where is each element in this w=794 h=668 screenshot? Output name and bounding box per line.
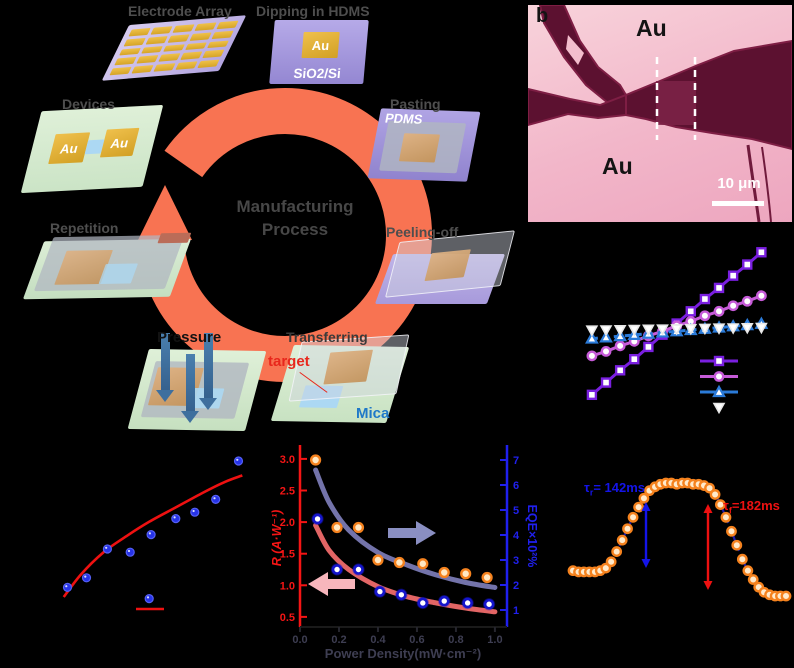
scale-bar xyxy=(712,201,764,206)
pdms-label: PDMS xyxy=(383,110,424,127)
label-pasting: Pasting xyxy=(390,96,441,112)
label-pressure: Pressure xyxy=(157,329,222,346)
svg-text:5: 5 xyxy=(513,505,519,517)
tau-fall-subscript: f xyxy=(728,505,732,516)
process-title-line1: Manufacturing xyxy=(236,197,354,216)
svg-text:1.0: 1.0 xyxy=(280,580,295,592)
au-chip: Au xyxy=(301,32,340,58)
power-density-chart: 3.0 2.5 2.0 1.5 1.0 0.5 7 6 5 4 3 2 1 0.0 0.2 0.4 0.6 0.8… xyxy=(270,445,539,661)
au-left-label: Au xyxy=(58,140,80,157)
svg-text:4: 4 xyxy=(513,530,520,542)
svg-text:6: 6 xyxy=(513,480,519,492)
press-arrow-icon xyxy=(156,333,174,402)
svg-text:3: 3 xyxy=(513,555,519,567)
svg-text:0.8: 0.8 xyxy=(448,634,463,646)
process-ring xyxy=(138,88,432,382)
label-target: target xyxy=(268,353,310,370)
svg-text:3.0: 3.0 xyxy=(280,454,295,466)
svg-text:R (A·W⁻¹): R (A·W⁻¹) xyxy=(270,510,284,567)
svg-text:0.0: 0.0 xyxy=(292,634,307,646)
ring-arrowhead-icon xyxy=(138,185,192,240)
au-electrode-left: Au xyxy=(48,132,91,165)
au-chip-label: Au xyxy=(311,37,330,53)
label-dipping: Dipping in HDMS xyxy=(256,3,370,19)
tau-rise-value: = 142ms xyxy=(593,480,646,495)
tau-rise-symbol: τ xyxy=(584,480,590,495)
pasting-plate: PDMS xyxy=(367,108,481,182)
electrode-grid xyxy=(109,20,239,76)
process-title-line2: Process xyxy=(261,219,329,239)
devices-plate: Au Au xyxy=(20,104,164,194)
svg-text:EQE×10²%: EQE×10²% xyxy=(525,505,539,568)
svg-text:0.4: 0.4 xyxy=(370,634,386,646)
svg-text:1.0: 1.0 xyxy=(487,634,502,646)
label-mica: Mica xyxy=(356,405,390,422)
sio2-label: SiO2/Si xyxy=(292,66,342,81)
tau-rise-subscript: r xyxy=(589,487,594,498)
repetition-plate xyxy=(22,232,192,300)
dipping-plate: Au SiO2/Si xyxy=(269,20,369,84)
au-top-label: Au xyxy=(636,15,667,41)
time-response-chart xyxy=(567,477,792,602)
suspended-flake-region xyxy=(656,81,696,125)
micrograph-shapes xyxy=(528,5,792,222)
svg-text:1.5: 1.5 xyxy=(280,549,295,561)
svg-text:2.5: 2.5 xyxy=(280,486,295,498)
press-arrow-icon xyxy=(199,333,217,410)
press-arrow-icon xyxy=(181,354,199,423)
svg-text:7: 7 xyxy=(513,455,519,467)
iv-curves-chart xyxy=(585,247,769,415)
svg-text:2: 2 xyxy=(513,580,519,592)
svg-text:2.0: 2.0 xyxy=(280,517,295,529)
svg-text:0.5: 0.5 xyxy=(280,612,295,624)
label-peeling: Peeling-off xyxy=(386,224,459,240)
panel-b-label: b xyxy=(536,5,549,27)
tau-fall-annotation: τf=182ms xyxy=(723,498,780,516)
label-repetition: Repetition xyxy=(50,220,119,236)
svg-text:Power Density(mW·cm⁻²): Power Density(mW·cm⁻²) xyxy=(325,646,481,661)
au-electrode-right: Au xyxy=(99,127,140,158)
au-right-label: Au xyxy=(108,134,131,151)
label-devices: Devices xyxy=(62,96,115,112)
label-electrode-array: Electrode Array xyxy=(128,3,232,19)
process-title: Manufacturing Process xyxy=(200,196,390,242)
svg-text:1: 1 xyxy=(513,605,519,617)
micrograph-panel: b Au Au 10 μm xyxy=(528,5,792,222)
scale-bar-label: 10 μm xyxy=(717,175,761,192)
au-bottom-label: Au xyxy=(602,153,633,179)
peeling-sheet xyxy=(384,230,516,298)
marker-strip xyxy=(157,232,192,244)
flake-pad xyxy=(424,249,471,282)
flake-pad xyxy=(323,349,374,385)
tau-fall-symbol: τ xyxy=(723,498,729,513)
label-transferring: Transferring xyxy=(286,329,368,345)
tau-fall-value: =182ms xyxy=(731,498,780,513)
electrode-array-plate xyxy=(101,15,247,81)
svg-text:0.2: 0.2 xyxy=(331,634,346,646)
flake-pad xyxy=(398,133,441,163)
svg-text:0.6: 0.6 xyxy=(409,634,424,646)
scatter-fit-chart xyxy=(62,456,244,611)
tau-rise-annotation: τr= 142ms xyxy=(584,480,645,498)
